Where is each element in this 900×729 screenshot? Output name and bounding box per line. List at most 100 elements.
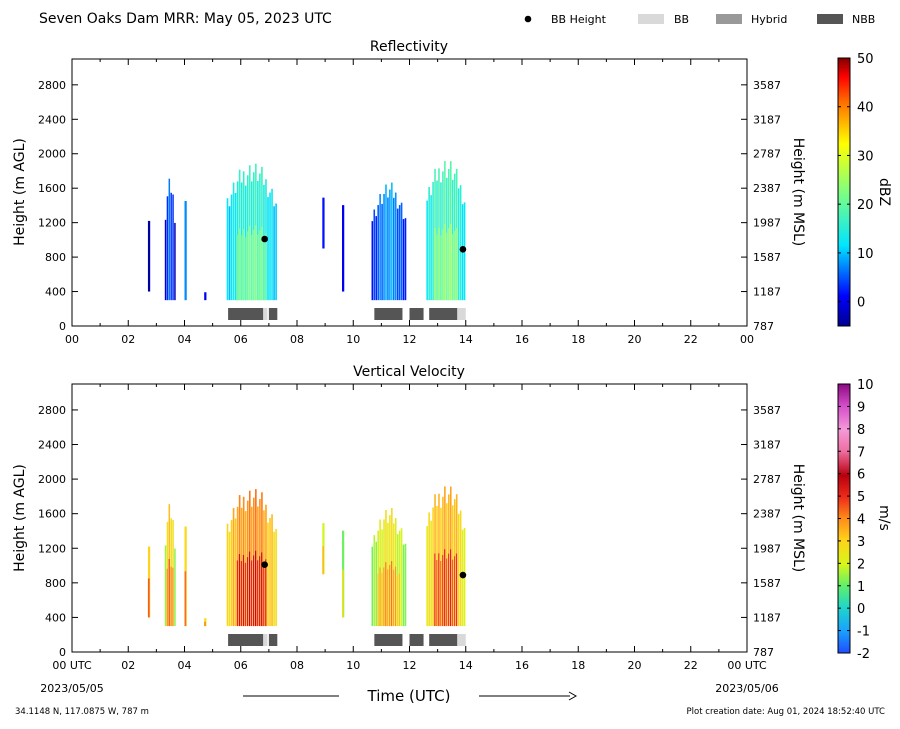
x-tick-label: 10 xyxy=(346,333,360,346)
precip-core xyxy=(244,237,247,301)
precip-streak xyxy=(170,192,172,301)
x-tick-label: 02 xyxy=(121,659,135,672)
precip-core xyxy=(242,554,245,627)
x-tick-label: 14 xyxy=(459,659,473,672)
bb-height-marker xyxy=(261,235,268,243)
precip-streak xyxy=(457,513,460,627)
x-tick-label: 22 xyxy=(684,659,698,672)
bb-height-marker xyxy=(459,571,467,579)
precip-streak xyxy=(226,198,229,301)
precip-streak xyxy=(404,218,407,301)
colorbar-tick-label: 10 xyxy=(857,378,874,393)
precip-core xyxy=(389,565,391,627)
precip-core xyxy=(381,572,383,627)
bb-type-bar xyxy=(429,634,458,646)
precip-core xyxy=(257,234,259,301)
precip-core xyxy=(442,554,444,627)
y-tick-label: 400 xyxy=(45,286,66,299)
precip-core xyxy=(446,558,448,627)
precip-column xyxy=(204,618,207,627)
y-tick-label: 800 xyxy=(45,577,66,590)
y-right-tick-label: 1987 xyxy=(753,217,781,230)
colorbar-tick-label: 9 xyxy=(857,400,865,415)
y-right-tick-label: 3187 xyxy=(753,439,781,452)
precip-streak xyxy=(377,205,379,301)
creation-date-text: Plot creation date: Aug 01, 2024 18:52:4… xyxy=(687,707,886,717)
bb-type-bar xyxy=(374,308,403,320)
x-tick-label: 02 xyxy=(121,333,135,346)
precip-streak xyxy=(430,195,432,301)
reflectivity-ylabel-right: Height (m MSL) xyxy=(790,138,806,247)
precip-streak xyxy=(267,197,269,301)
precip-streak xyxy=(430,520,432,627)
y-right-tick-label: 3587 xyxy=(753,79,781,92)
precip-core xyxy=(393,569,395,627)
precip-streak xyxy=(381,203,383,301)
precip-core xyxy=(240,235,243,301)
precip-core xyxy=(448,228,450,301)
y-right-tick-label: 2387 xyxy=(753,508,781,521)
precip-core xyxy=(204,621,206,627)
precip-column xyxy=(184,201,187,301)
precip-core xyxy=(455,553,458,627)
precip-streak xyxy=(457,188,460,301)
y-right-tick-label: 2387 xyxy=(753,182,781,195)
precip-column xyxy=(322,523,325,575)
precip-core xyxy=(398,573,401,627)
x-tick-label: 16 xyxy=(515,333,529,346)
bb-type-bar xyxy=(263,634,268,646)
precip-column xyxy=(371,508,407,627)
precip-streak xyxy=(373,535,376,627)
y-right-tick-label: 1187 xyxy=(753,611,781,624)
colorbar-tick-label: 7 xyxy=(857,445,865,460)
precip-core xyxy=(391,561,393,627)
precip-core xyxy=(453,230,456,301)
precip-streak xyxy=(371,546,374,627)
bb-height-marker-icon xyxy=(524,15,532,23)
precip-core xyxy=(434,227,436,301)
precip-streak xyxy=(400,202,403,301)
precip-core xyxy=(259,230,261,301)
x-tick-label: 12 xyxy=(403,659,417,672)
precip-streak xyxy=(387,197,389,301)
colorbar-tick-label: 4 xyxy=(857,513,865,528)
y-tick-label: 2800 xyxy=(38,404,66,417)
precip-streak xyxy=(228,531,231,627)
precip-core xyxy=(451,559,454,627)
legend-label-hybrid: Hybrid xyxy=(751,13,787,26)
reflectivity-plot-frame xyxy=(71,58,748,327)
precip-streak xyxy=(426,526,428,627)
nbb-swatch-icon xyxy=(817,14,843,24)
precip-streak xyxy=(184,201,187,301)
precip-streak xyxy=(398,205,401,301)
precip-streak xyxy=(393,197,395,301)
precip-column xyxy=(322,197,325,249)
colorbar-tick-label: 1 xyxy=(857,580,865,595)
bb-type-bar xyxy=(457,634,466,646)
precip-streak xyxy=(373,209,376,301)
y-tick-label: 2000 xyxy=(38,473,66,486)
precip-core xyxy=(242,229,245,301)
precip-streak xyxy=(168,178,171,301)
precip-streak xyxy=(375,541,377,627)
precip-streak xyxy=(232,182,235,301)
colorbar-tick-label: 0 xyxy=(857,602,865,617)
bb-type-bar xyxy=(268,634,278,646)
bb-height-marker xyxy=(261,561,268,568)
precip-streak xyxy=(391,182,393,301)
precip-streak xyxy=(375,216,377,301)
colorbar-tick-label: 30 xyxy=(857,149,874,164)
precip-core xyxy=(261,226,263,301)
y-tick-label: 2800 xyxy=(38,79,66,92)
precip-streak xyxy=(428,186,430,301)
precip-core xyxy=(387,569,389,627)
reflectivity-panel: Reflectivity 00 02 04 06 08 10 12 14 16 18 20 22 000… xyxy=(12,39,892,346)
x-tick-label: 18 xyxy=(571,333,585,346)
precip-core xyxy=(453,556,456,627)
x-tick-label: 00 xyxy=(740,333,754,346)
precip-column xyxy=(147,220,151,292)
precip-core xyxy=(255,550,257,627)
precip-core xyxy=(170,566,172,627)
precip-core xyxy=(246,557,249,627)
precip-streak xyxy=(172,194,174,301)
